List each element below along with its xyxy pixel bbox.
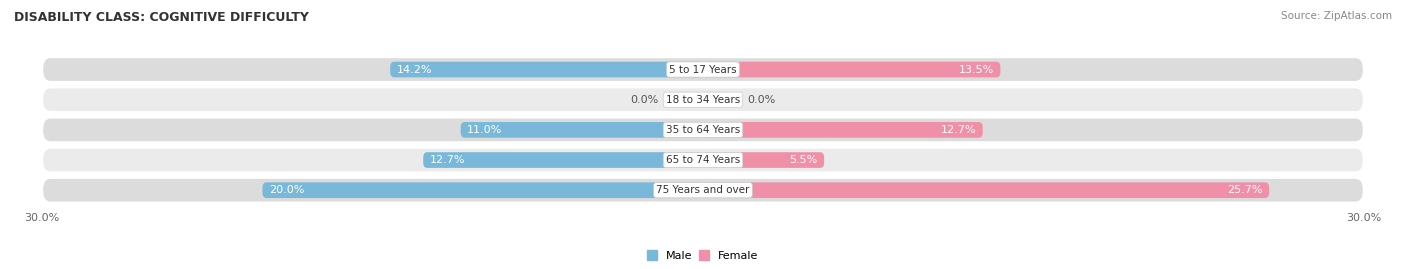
Text: 75 Years and over: 75 Years and over	[657, 185, 749, 195]
FancyBboxPatch shape	[703, 182, 1270, 198]
FancyBboxPatch shape	[42, 178, 1364, 203]
Text: DISABILITY CLASS: COGNITIVE DIFFICULTY: DISABILITY CLASS: COGNITIVE DIFFICULTY	[14, 11, 309, 24]
FancyBboxPatch shape	[703, 62, 1001, 77]
Text: 12.7%: 12.7%	[941, 125, 976, 135]
FancyBboxPatch shape	[423, 152, 703, 168]
Text: 0.0%: 0.0%	[747, 95, 775, 105]
Text: 12.7%: 12.7%	[430, 155, 465, 165]
FancyBboxPatch shape	[42, 87, 1364, 112]
Text: Source: ZipAtlas.com: Source: ZipAtlas.com	[1281, 11, 1392, 21]
Text: 5 to 17 Years: 5 to 17 Years	[669, 65, 737, 75]
Text: 5.5%: 5.5%	[789, 155, 817, 165]
FancyBboxPatch shape	[42, 118, 1364, 142]
FancyBboxPatch shape	[391, 62, 703, 77]
FancyBboxPatch shape	[461, 122, 703, 138]
Text: 20.0%: 20.0%	[269, 185, 305, 195]
FancyBboxPatch shape	[703, 122, 983, 138]
Text: 25.7%: 25.7%	[1227, 185, 1263, 195]
FancyBboxPatch shape	[703, 92, 730, 108]
Text: 18 to 34 Years: 18 to 34 Years	[666, 95, 740, 105]
FancyBboxPatch shape	[676, 92, 703, 108]
FancyBboxPatch shape	[703, 152, 824, 168]
Legend: Male, Female: Male, Female	[647, 250, 759, 261]
FancyBboxPatch shape	[42, 57, 1364, 82]
Text: 0.0%: 0.0%	[631, 95, 659, 105]
Text: 35 to 64 Years: 35 to 64 Years	[666, 125, 740, 135]
Text: 11.0%: 11.0%	[467, 125, 502, 135]
FancyBboxPatch shape	[263, 182, 703, 198]
Text: 13.5%: 13.5%	[959, 65, 994, 75]
FancyBboxPatch shape	[42, 148, 1364, 172]
Text: 65 to 74 Years: 65 to 74 Years	[666, 155, 740, 165]
Text: 14.2%: 14.2%	[396, 65, 432, 75]
